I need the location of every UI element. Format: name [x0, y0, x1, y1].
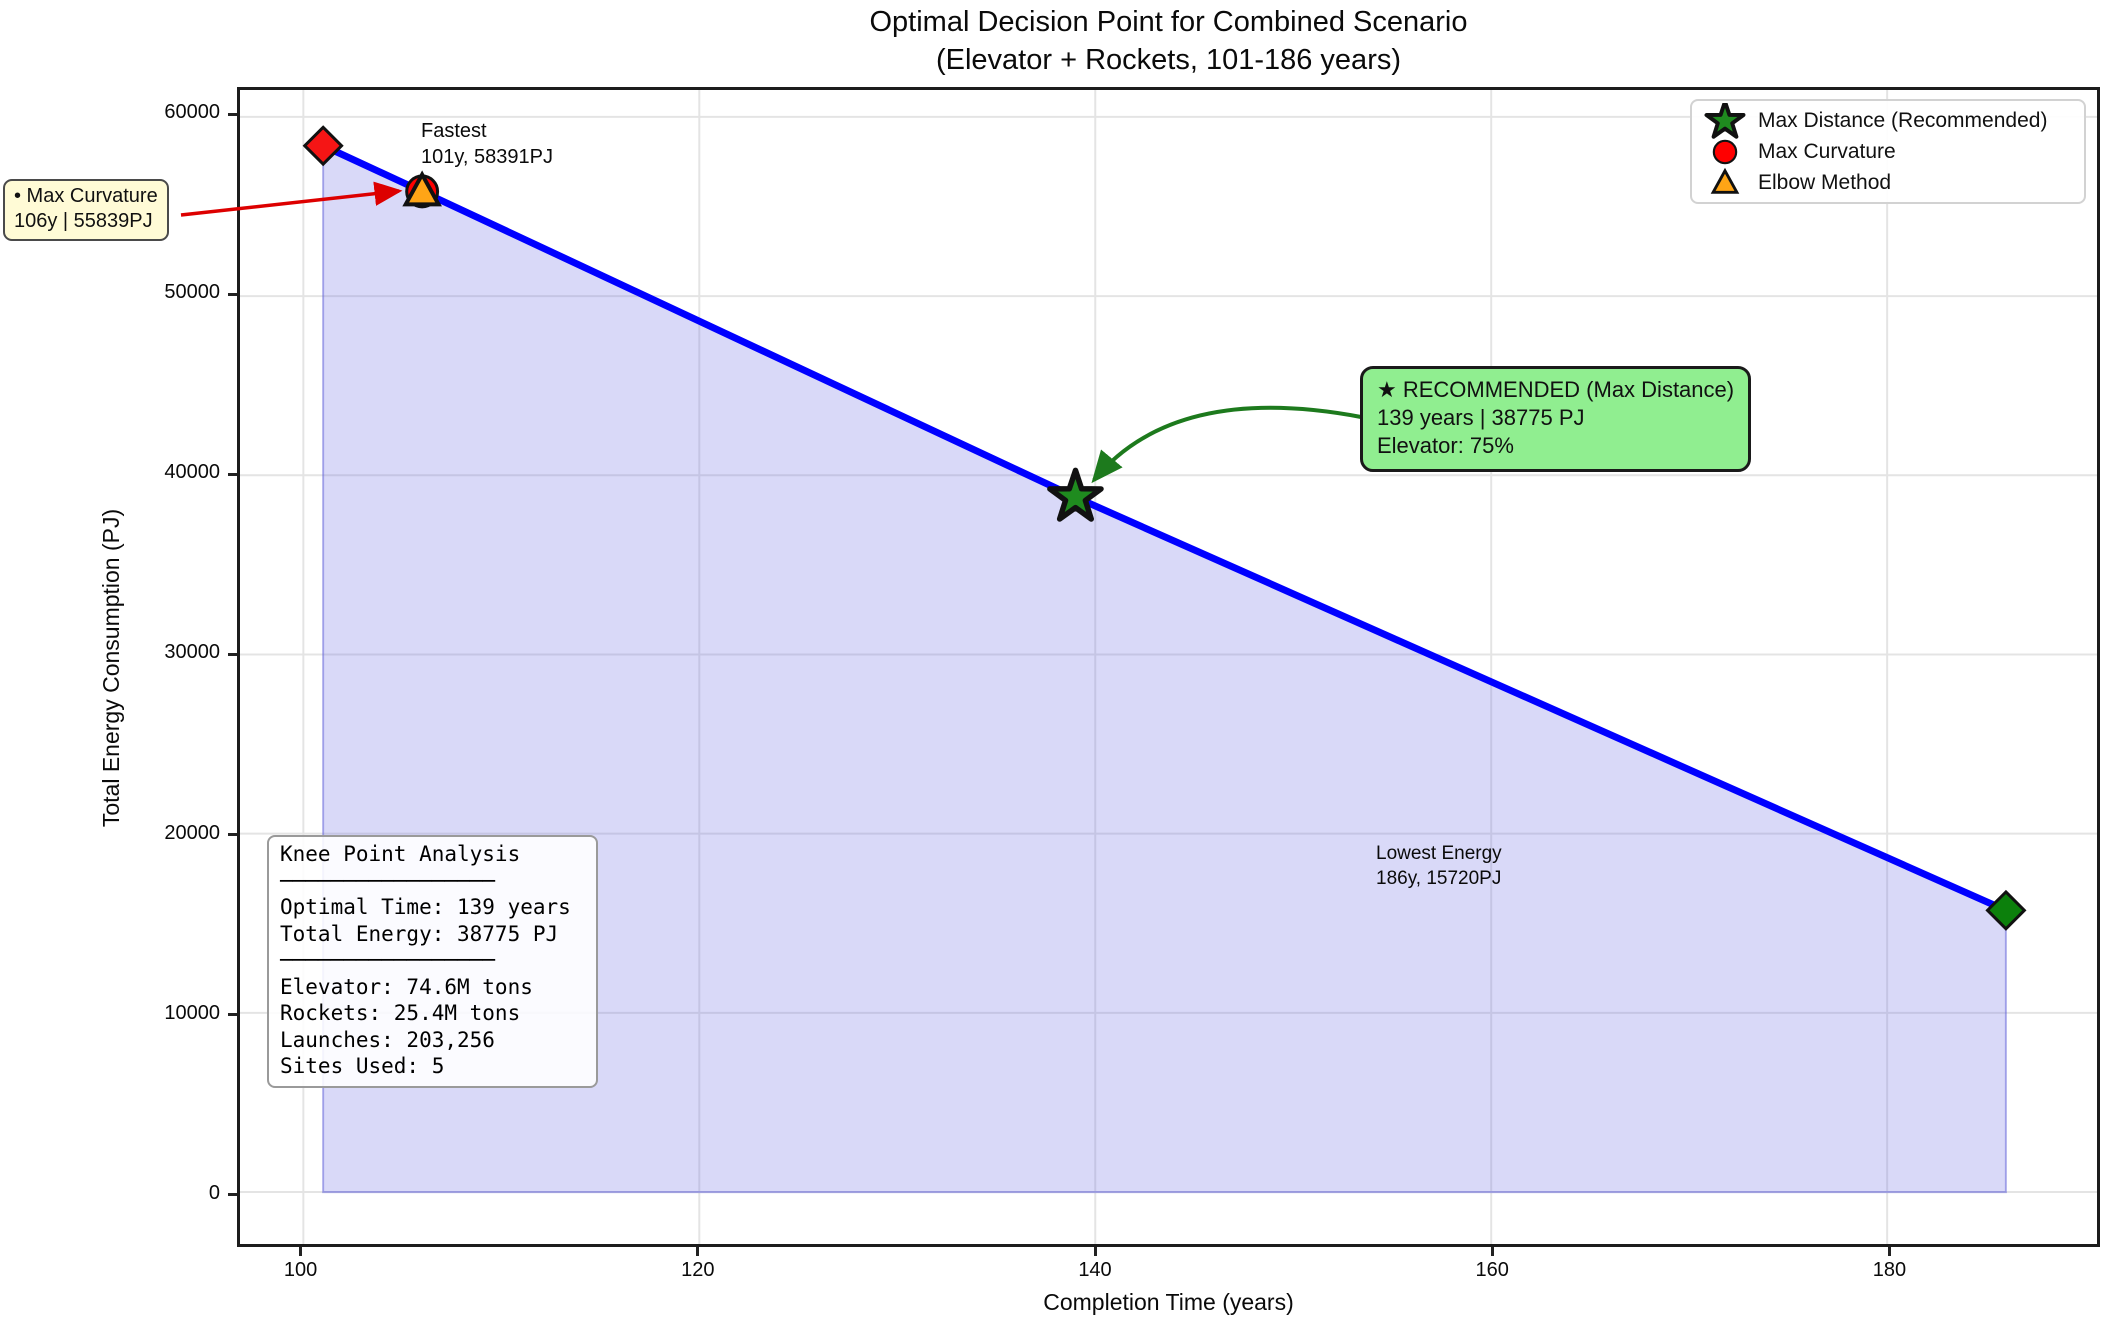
star-marker: [1047, 467, 1104, 522]
chart-subtitle: (Elevator + Rockets, 101-186 years): [935, 44, 1402, 76]
triangle-marker: [402, 170, 442, 207]
x-tick-label: 140: [1078, 1259, 1112, 1281]
y-tick-label: 50000: [164, 281, 220, 304]
y-tick-mark: [228, 472, 237, 476]
knee-analysis-line: Rockets: 25.4M tons: [280, 1001, 521, 1025]
legend-item-label: Elbow Method: [1758, 170, 1892, 194]
diamond-marker: [1985, 889, 2027, 931]
y-tick-label: 0: [208, 1181, 220, 1204]
fastest-point-label-line1: Fastest: [421, 120, 487, 142]
knee-analysis-line: Sites Used: 5: [280, 1054, 445, 1078]
triangle-marker: [1710, 167, 1740, 194]
y-tick-label: 40000: [164, 461, 220, 484]
triangle-legend-icon: [1710, 167, 1740, 194]
x-tick-mark: [1887, 1247, 1891, 1256]
knee-analysis-line: Elevator: 74.6M tons: [280, 974, 533, 999]
legend: Max Distance (Recommended) Max Curvature E…: [1690, 99, 2086, 204]
max-curvature-callout-line2: 106y | 55839PJ: [14, 210, 153, 232]
knee-analysis-line: Optimal Time: 139 years: [280, 895, 571, 919]
x-axis-label: Completion Time (years): [1043, 1289, 1294, 1315]
y-tick-label: 20000: [164, 821, 220, 844]
circle-marker: [1712, 139, 1738, 164]
knee-point-analysis-box: Knee Point Analysis ───────────────── Opti…: [267, 835, 598, 1088]
x-tick-mark: [696, 1247, 700, 1256]
lowest-energy-point-label-line1: Lowest Energy: [1376, 843, 1502, 864]
chart-title: Optimal Decision Point for Combined Scen…: [869, 6, 1468, 38]
recommended-callout-line3: Elevator: 75%: [1377, 433, 1514, 458]
max-curvature-callout-line1: • Max Curvature: [14, 185, 158, 207]
recommended-callout-line1: ★ RECOMMENDED (Max Distance): [1377, 377, 1735, 402]
x-tick-label: 160: [1475, 1259, 1509, 1281]
circle-legend-icon: [1712, 139, 1738, 164]
knee-analysis-line: Knee Point Analysis: [280, 842, 521, 866]
lowest-energy-point-label-line2: 186y, 15720PJ: [1376, 868, 1502, 889]
y-tick-mark: [228, 292, 237, 296]
max-curvature-callout: • Max Curvature 106y | 55839PJ: [3, 179, 169, 241]
energy-line: [319, 142, 2010, 914]
legend-item: Elbow Method: [1692, 167, 2084, 198]
star-marker: [1704, 102, 1746, 139]
fastest-point-label: Fastest 101y, 58391PJ: [421, 118, 553, 170]
y-tick-mark: [228, 652, 237, 656]
y-tick-mark: [228, 1013, 237, 1017]
knee-analysis-line: ─────────────────: [280, 868, 495, 893]
y-tick-label: 10000: [164, 1001, 220, 1024]
star-legend-icon: [1704, 102, 1746, 139]
recommended-callout: ★ RECOMMENDED (Max Distance) 139 years |…: [1360, 366, 1752, 472]
x-tick-label: 120: [681, 1259, 715, 1281]
x-tick-mark: [1490, 1247, 1494, 1256]
y-tick-label: 30000: [164, 641, 220, 664]
y-tick-mark: [228, 1193, 237, 1197]
legend-item-label: Max Distance (Recommended): [1758, 108, 2048, 132]
recommended-callout-line2: 139 years | 38775 PJ: [1377, 405, 1585, 430]
y-tick-mark: [228, 833, 237, 836]
y-tick-label: 60000: [164, 101, 220, 124]
legend-item: Max Distance (Recommended): [1692, 102, 2084, 139]
diamond-marker: [302, 125, 344, 167]
x-tick-mark: [1093, 1247, 1097, 1256]
knee-analysis-line: Launches: 203,256: [280, 1027, 495, 1052]
x-tick-label: 100: [283, 1259, 318, 1281]
fastest-point-label-line2: 101y, 58391PJ: [421, 146, 553, 168]
lowest-energy-point-label: Lowest Energy 186y, 15720PJ: [1376, 841, 1502, 891]
knee-analysis-line: ─────────────────: [280, 948, 495, 972]
knee-analysis-line: Total Energy: 38775 PJ: [280, 921, 559, 946]
x-tick-label: 180: [1872, 1259, 1907, 1281]
y-tick-mark: [228, 112, 237, 116]
legend-item-label: Max Curvature: [1758, 139, 1896, 163]
legend-item: Max Curvature: [1692, 136, 2084, 167]
x-tick-mark: [299, 1247, 303, 1256]
y-axis-label: Total Energy Consumption (PJ): [98, 508, 124, 828]
